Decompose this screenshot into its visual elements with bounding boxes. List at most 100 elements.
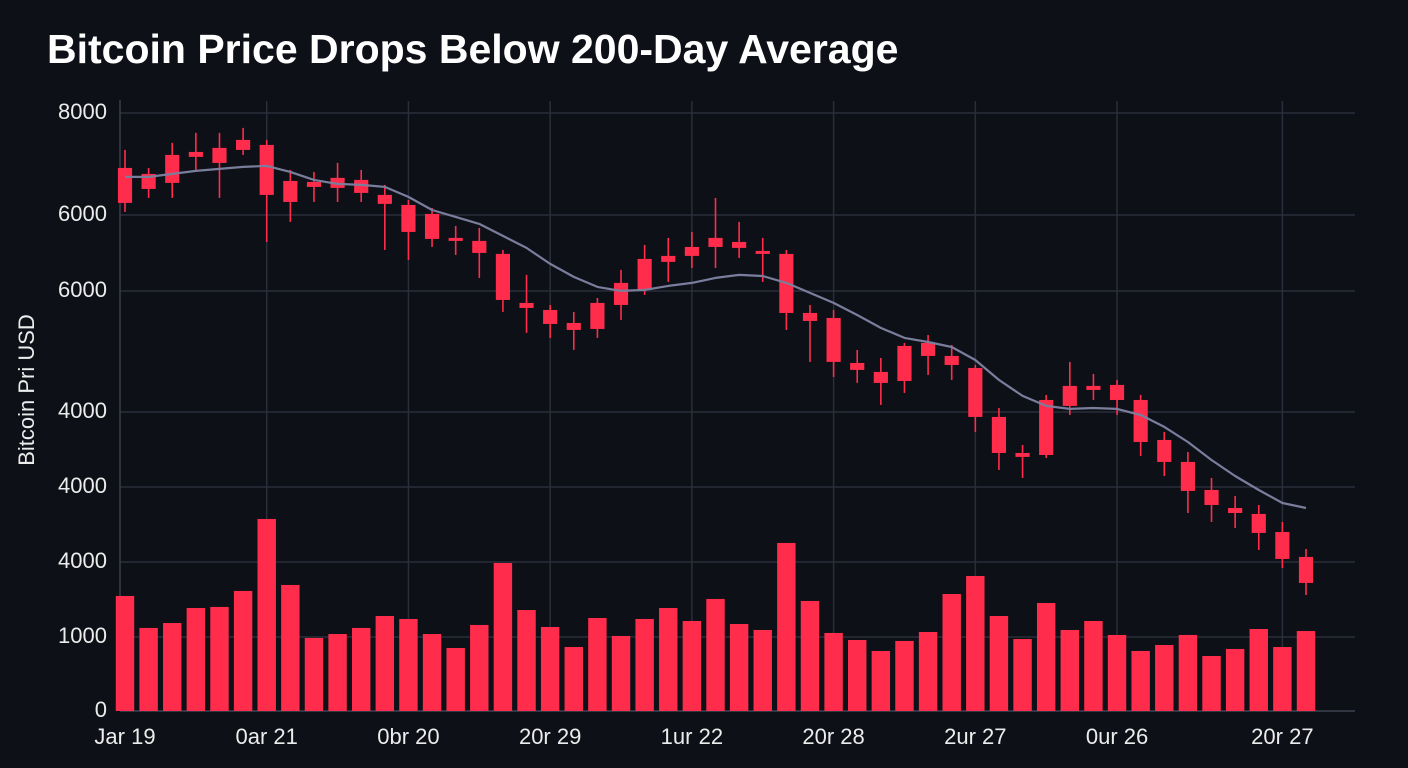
candle-body <box>1109 384 1125 400</box>
candle-body <box>873 371 888 383</box>
candle-body <box>590 302 605 329</box>
volume-bar <box>257 518 276 711</box>
volume-bar <box>304 637 324 711</box>
chart-title: Bitcoin Price Drops Below 200-Day Averag… <box>47 26 898 72</box>
candle-body <box>920 342 936 356</box>
x-tick-label: Jar 19 <box>94 724 155 749</box>
volume-bar <box>706 598 725 711</box>
volume-bar <box>848 639 867 711</box>
candle-body <box>448 237 463 241</box>
y-tick-label: 6000 <box>58 201 107 226</box>
candle-body <box>519 302 534 308</box>
volume-bar <box>328 634 347 711</box>
candle-body <box>1275 531 1290 559</box>
candle-body <box>283 180 298 202</box>
candle-body <box>1298 556 1314 583</box>
candle-body <box>1039 399 1054 455</box>
x-tick-label: 20r 28 <box>802 724 864 749</box>
volume-bar <box>1202 655 1221 711</box>
candle-body <box>188 151 203 157</box>
candle-body <box>684 246 699 256</box>
candle-body <box>968 367 983 417</box>
candle-body <box>1086 385 1101 390</box>
volume-bar <box>1131 650 1150 711</box>
volume-bar <box>635 618 654 711</box>
volume-bar <box>540 626 560 711</box>
volume-bar <box>588 618 607 711</box>
volume-bar <box>375 615 395 711</box>
candle-body <box>472 240 487 253</box>
volume-bar <box>824 632 843 711</box>
volume-bar <box>777 542 796 711</box>
y-tick-label: 4000 <box>58 398 107 423</box>
volume-bar <box>966 576 985 711</box>
candle-body <box>1062 385 1077 406</box>
volume-bar <box>163 623 182 711</box>
candle-body <box>897 345 912 381</box>
volume-bar <box>1155 644 1174 711</box>
volume-bar <box>139 627 158 711</box>
y-tick-label: 8000 <box>58 99 107 124</box>
candle-body <box>613 282 629 305</box>
volume-bar <box>1225 648 1245 711</box>
candle-body <box>661 255 676 262</box>
volume-bar <box>1013 639 1032 711</box>
volume-bar <box>800 600 820 711</box>
candle-body <box>495 253 511 300</box>
candle-body <box>377 194 392 204</box>
candle-body <box>991 416 1007 453</box>
candle-body <box>1204 489 1219 505</box>
y-tick-label: 1000 <box>58 623 107 648</box>
candle-body <box>401 204 416 232</box>
volume-bar <box>564 647 583 711</box>
volume-bar <box>186 607 206 711</box>
volume-bar <box>942 594 961 711</box>
y-axis-label: Bitcoin Pri USD <box>14 314 39 466</box>
volume-bar <box>470 624 489 711</box>
candle-body <box>354 179 369 193</box>
y-tick-label: 6000 <box>58 277 107 302</box>
volume-bar <box>753 629 772 711</box>
candle-body <box>236 139 251 150</box>
x-tick-label: 1ur 22 <box>661 724 723 749</box>
candle-body <box>826 317 841 362</box>
candle-body <box>259 144 274 195</box>
x-tick-label: 20r 27 <box>1251 724 1313 749</box>
candle-body <box>1180 461 1195 491</box>
volume-bar <box>351 627 371 711</box>
volume-bar <box>1249 628 1268 711</box>
candle-body <box>1015 452 1030 457</box>
volume-bar <box>115 595 135 711</box>
candle-body <box>708 237 723 247</box>
x-tick-label: 0br 20 <box>377 724 439 749</box>
candle-body <box>1228 507 1243 513</box>
candle-body <box>1157 439 1172 462</box>
volume-bar <box>682 621 702 711</box>
volume-bar <box>729 623 749 711</box>
volume-bar <box>1107 634 1127 711</box>
y-tick-label: 0 <box>95 697 107 722</box>
volume-bar <box>989 615 1009 711</box>
volume-bar <box>281 584 300 711</box>
volume-bar <box>446 647 465 711</box>
candle-body <box>802 312 818 321</box>
candle-body <box>637 258 652 290</box>
x-tick-label: 2ur 27 <box>944 724 1006 749</box>
candle-body <box>1133 399 1148 442</box>
candle-body <box>424 213 440 239</box>
volume-bar <box>895 640 914 711</box>
volume-bar <box>1273 647 1292 711</box>
volume-bar <box>659 607 678 711</box>
x-tick-label: 20r 29 <box>519 724 581 749</box>
volume-bar <box>422 634 442 711</box>
volume-bar <box>918 631 938 711</box>
candle-body <box>117 167 133 203</box>
volume-bar <box>1060 629 1080 711</box>
volume-bar <box>1296 631 1316 711</box>
volume-bar <box>871 650 891 711</box>
moving-average-line <box>125 164 1307 510</box>
x-tick-label: 0ur 26 <box>1086 724 1148 749</box>
volume-bar <box>1084 621 1103 711</box>
volume-bar <box>517 610 536 711</box>
